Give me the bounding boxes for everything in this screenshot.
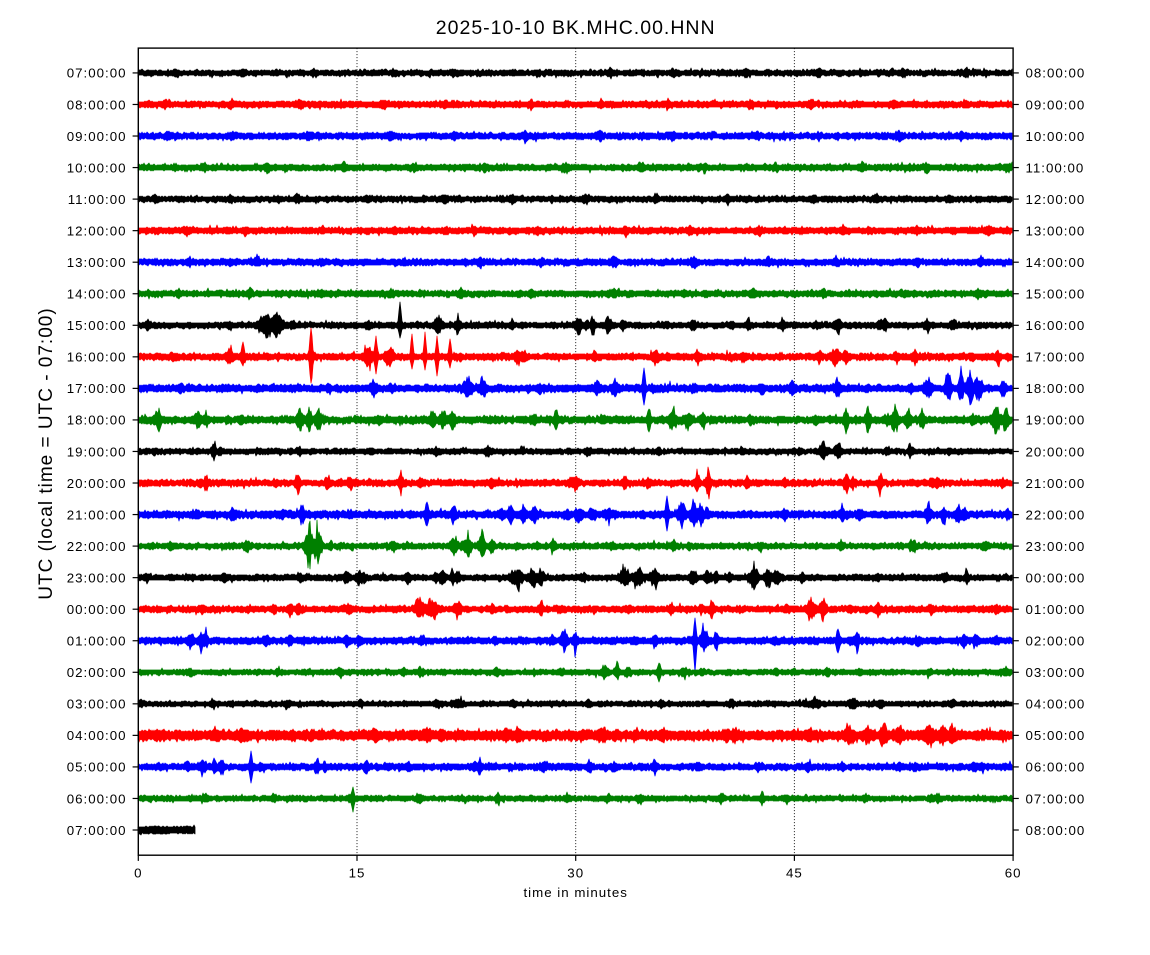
svg-text:19:00:00: 19:00:00 — [67, 444, 127, 459]
svg-text:02:00:00: 02:00:00 — [67, 665, 127, 680]
svg-text:21:00:00: 21:00:00 — [1026, 476, 1086, 491]
svg-text:02:00:00: 02:00:00 — [1026, 634, 1086, 649]
svg-text:21:00:00: 21:00:00 — [67, 507, 127, 522]
svg-text:0: 0 — [134, 866, 142, 881]
svg-text:13:00:00: 13:00:00 — [67, 255, 127, 270]
svg-text:10:00:00: 10:00:00 — [67, 160, 127, 175]
svg-text:14:00:00: 14:00:00 — [1026, 255, 1086, 270]
svg-text:13:00:00: 13:00:00 — [1026, 224, 1086, 239]
svg-text:15:00:00: 15:00:00 — [1026, 287, 1086, 302]
svg-text:22:00:00: 22:00:00 — [67, 539, 127, 554]
svg-text:15: 15 — [349, 866, 366, 881]
svg-text:09:00:00: 09:00:00 — [67, 129, 127, 144]
svg-text:18:00:00: 18:00:00 — [67, 413, 127, 428]
svg-text:03:00:00: 03:00:00 — [67, 697, 127, 712]
svg-text:2025-10-10 BK.MHC.00.HNN: 2025-10-10 BK.MHC.00.HNN — [436, 17, 716, 39]
svg-text:01:00:00: 01:00:00 — [67, 634, 127, 649]
svg-text:04:00:00: 04:00:00 — [1026, 697, 1086, 712]
svg-text:23:00:00: 23:00:00 — [1026, 539, 1086, 554]
svg-text:15:00:00: 15:00:00 — [67, 318, 127, 333]
svg-text:04:00:00: 04:00:00 — [67, 728, 127, 743]
svg-text:07:00:00: 07:00:00 — [67, 66, 127, 81]
svg-text:03:00:00: 03:00:00 — [1026, 665, 1086, 680]
svg-text:17:00:00: 17:00:00 — [1026, 350, 1086, 365]
svg-text:19:00:00: 19:00:00 — [1026, 413, 1086, 428]
svg-text:11:00:00: 11:00:00 — [68, 192, 127, 207]
svg-text:16:00:00: 16:00:00 — [67, 350, 127, 365]
svg-text:45: 45 — [786, 866, 803, 881]
svg-text:07:00:00: 07:00:00 — [1026, 791, 1086, 806]
svg-text:11:00:00: 11:00:00 — [1026, 160, 1085, 175]
svg-text:05:00:00: 05:00:00 — [1026, 728, 1086, 743]
svg-text:22:00:00: 22:00:00 — [1026, 507, 1086, 522]
svg-text:01:00:00: 01:00:00 — [1026, 602, 1086, 617]
svg-text:60: 60 — [1005, 866, 1022, 881]
svg-text:time in minutes: time in minutes — [523, 885, 627, 900]
svg-text:16:00:00: 16:00:00 — [1026, 318, 1086, 333]
svg-text:00:00:00: 00:00:00 — [67, 602, 127, 617]
svg-text:30: 30 — [567, 866, 584, 881]
svg-text:17:00:00: 17:00:00 — [67, 381, 127, 396]
svg-text:12:00:00: 12:00:00 — [1026, 192, 1086, 207]
svg-text:12:00:00: 12:00:00 — [67, 224, 127, 239]
svg-text:20:00:00: 20:00:00 — [67, 476, 127, 491]
svg-text:20:00:00: 20:00:00 — [1026, 444, 1086, 459]
svg-text:06:00:00: 06:00:00 — [67, 791, 127, 806]
svg-text:09:00:00: 09:00:00 — [1026, 97, 1086, 112]
svg-text:18:00:00: 18:00:00 — [1026, 381, 1086, 396]
svg-text:06:00:00: 06:00:00 — [1026, 760, 1086, 775]
svg-text:08:00:00: 08:00:00 — [1026, 66, 1086, 81]
svg-text:UTC (local time = UTC - 07:00): UTC (local time = UTC - 07:00) — [36, 307, 57, 599]
svg-text:07:00:00: 07:00:00 — [67, 823, 127, 838]
svg-text:00:00:00: 00:00:00 — [1026, 571, 1086, 586]
svg-text:08:00:00: 08:00:00 — [67, 97, 127, 112]
svg-text:14:00:00: 14:00:00 — [67, 287, 127, 302]
svg-text:08:00:00: 08:00:00 — [1026, 823, 1086, 838]
svg-text:05:00:00: 05:00:00 — [67, 760, 127, 775]
svg-text:10:00:00: 10:00:00 — [1026, 129, 1086, 144]
svg-text:23:00:00: 23:00:00 — [67, 571, 127, 586]
